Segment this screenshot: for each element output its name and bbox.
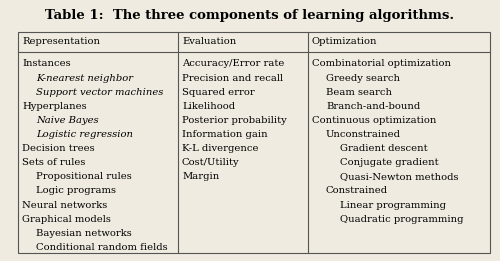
Text: Margin: Margin [182, 172, 219, 181]
Text: Cost/Utility: Cost/Utility [182, 158, 240, 167]
Text: Propositional rules: Propositional rules [36, 172, 132, 181]
Text: Accuracy/Error rate: Accuracy/Error rate [182, 60, 284, 68]
Text: Decision trees: Decision trees [22, 144, 95, 153]
Text: Logic programs: Logic programs [36, 186, 116, 195]
Text: Neural networks: Neural networks [22, 200, 107, 210]
Text: Instances: Instances [22, 60, 70, 68]
Text: Precision and recall: Precision and recall [182, 74, 283, 82]
Text: K-nearest neighbor: K-nearest neighbor [36, 74, 133, 82]
Text: Branch-and-bound: Branch-and-bound [326, 102, 420, 111]
Text: Logistic regression: Logistic regression [36, 130, 133, 139]
Text: Hyperplanes: Hyperplanes [22, 102, 86, 111]
Text: Graphical models: Graphical models [22, 215, 111, 224]
Text: Table 1:  The three components of learning algorithms.: Table 1: The three components of learnin… [46, 9, 455, 22]
Text: Evaluation: Evaluation [182, 38, 236, 46]
Text: Representation: Representation [22, 38, 100, 46]
Text: Bayesian networks: Bayesian networks [36, 229, 132, 238]
Text: Quadratic programming: Quadratic programming [340, 215, 464, 224]
Text: Constrained: Constrained [326, 186, 388, 195]
Text: K-L divergence: K-L divergence [182, 144, 258, 153]
Text: Squared error: Squared error [182, 88, 255, 97]
Text: Linear programming: Linear programming [340, 200, 446, 210]
Text: Naive Bayes: Naive Bayes [36, 116, 98, 125]
Text: Gradient descent: Gradient descent [340, 144, 428, 153]
Text: Sets of rules: Sets of rules [22, 158, 86, 167]
Text: Combinatorial optimization: Combinatorial optimization [312, 60, 451, 68]
Text: Unconstrained: Unconstrained [326, 130, 401, 139]
Text: Conjugate gradient: Conjugate gradient [340, 158, 438, 167]
Text: Optimization: Optimization [312, 38, 378, 46]
Text: Information gain: Information gain [182, 130, 268, 139]
Text: Conditional random fields: Conditional random fields [36, 243, 168, 252]
Text: Continuous optimization: Continuous optimization [312, 116, 436, 125]
Text: Greedy search: Greedy search [326, 74, 400, 82]
Text: Posterior probability: Posterior probability [182, 116, 287, 125]
Text: Likelihood: Likelihood [182, 102, 235, 111]
Text: Quasi-Newton methods: Quasi-Newton methods [340, 172, 458, 181]
Bar [18, 32, 490, 253]
Text: Support vector machines: Support vector machines [36, 88, 164, 97]
Text: Beam search: Beam search [326, 88, 392, 97]
